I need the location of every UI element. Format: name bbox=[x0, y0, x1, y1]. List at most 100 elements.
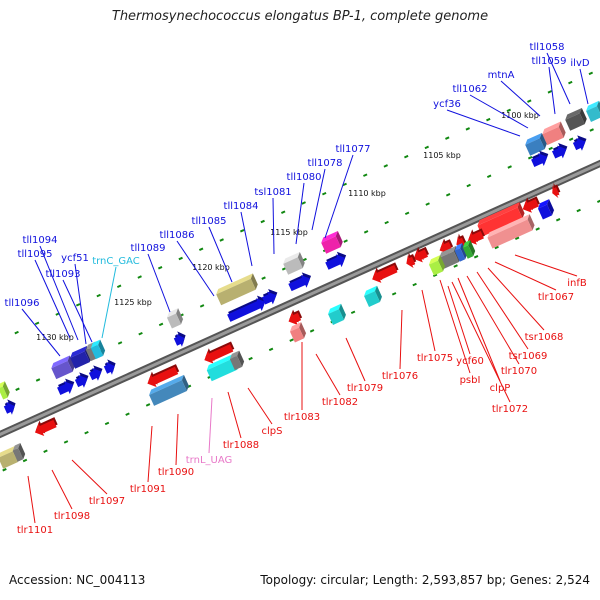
forward-gene-label: tll1094 bbox=[23, 235, 58, 246]
tick-row-forward bbox=[117, 341, 123, 345]
tick-row-reverse bbox=[104, 421, 110, 426]
tick-row-outer-forward bbox=[322, 191, 327, 196]
forward-gene-arrow bbox=[572, 135, 587, 151]
forward-gene-label: tll1095 bbox=[18, 249, 53, 260]
tick-row-forward bbox=[527, 156, 533, 160]
forward-gene-label: tll1077 bbox=[336, 144, 371, 155]
gene-block bbox=[0, 381, 10, 400]
tick-row-reverse bbox=[412, 282, 417, 287]
forward-label-leader bbox=[324, 154, 354, 239]
tick-row-reverse bbox=[289, 338, 294, 342]
tick-row-reverse bbox=[125, 412, 130, 416]
reverse-label-leader bbox=[476, 271, 529, 350]
tick-row-reverse bbox=[535, 227, 540, 231]
reverse-label-leader bbox=[451, 281, 511, 403]
forward-gene-arrow bbox=[288, 272, 312, 292]
tick-row-outer-forward bbox=[116, 284, 122, 289]
tick-row-outer-forward bbox=[301, 201, 306, 205]
tick-row-reverse bbox=[473, 255, 479, 259]
reverse-label-leader bbox=[208, 397, 213, 454]
reverse-label-leader bbox=[494, 261, 557, 291]
forward-label-leader bbox=[74, 263, 87, 345]
tick-row-outer-forward bbox=[568, 80, 573, 85]
forward-label-leader bbox=[176, 240, 215, 297]
forward-gene-label: tll1096 bbox=[5, 298, 40, 309]
tick-row-reverse bbox=[63, 440, 69, 444]
reverse-gene-label: tlr1101 bbox=[17, 525, 53, 536]
tick-row-forward bbox=[404, 211, 410, 216]
gene-block bbox=[477, 202, 525, 237]
forward-gene-label: tll1085 bbox=[192, 216, 227, 227]
reverse-label-leader bbox=[315, 353, 341, 396]
reverse-gene-arrow bbox=[522, 196, 540, 213]
tick-row-reverse bbox=[248, 356, 253, 361]
forward-gene-arrow bbox=[103, 359, 116, 375]
reverse-label-leader bbox=[487, 267, 545, 331]
tick-row-reverse bbox=[350, 310, 356, 315]
tick-row-outer-forward bbox=[404, 154, 409, 159]
reverse-label-leader bbox=[175, 413, 179, 466]
tick-row-forward bbox=[158, 322, 164, 327]
forward-gene-label: tsl1081 bbox=[254, 187, 291, 198]
tick-row-outer-forward bbox=[75, 303, 81, 307]
gene-block bbox=[321, 230, 343, 254]
forward-label-leader bbox=[579, 68, 589, 105]
reverse-gene-label: tsr1069 bbox=[509, 351, 548, 362]
reverse-gene-label: tlr1072 bbox=[492, 404, 528, 415]
gene-block bbox=[289, 322, 307, 343]
tick-row-reverse bbox=[494, 245, 499, 250]
reverse-gene-label: clpP bbox=[490, 383, 511, 394]
tick-row-reverse bbox=[596, 199, 600, 203]
reverse-label-leader bbox=[147, 425, 153, 483]
forward-gene-label: tll1059 bbox=[532, 56, 567, 67]
gene-block bbox=[216, 273, 258, 306]
forward-gene-arrow bbox=[325, 251, 347, 270]
tick-row-reverse bbox=[453, 264, 458, 268]
forward-label-leader bbox=[39, 245, 79, 341]
tick-row-reverse bbox=[391, 292, 397, 296]
tick-row-outer-forward bbox=[178, 256, 183, 261]
tick-row-outer-forward bbox=[14, 330, 19, 335]
forward-gene-label: tll1084 bbox=[224, 201, 259, 212]
forward-gene-label: ycf36 bbox=[433, 99, 461, 110]
tick-row-reverse bbox=[514, 236, 520, 240]
tick-row-outer-forward bbox=[506, 108, 512, 113]
tick-row-outer-forward bbox=[383, 164, 388, 168]
reverse-gene-arrow bbox=[147, 364, 180, 388]
scale-label: 1105 kbp bbox=[423, 151, 461, 160]
tick-row-forward bbox=[507, 165, 512, 169]
reverse-gene-label: tlr1098 bbox=[54, 511, 90, 522]
tick-row-outer-forward bbox=[137, 275, 142, 279]
reverse-gene-label: tlr1090 bbox=[158, 467, 194, 478]
forward-gene-arrow bbox=[227, 295, 267, 322]
forward-gene-label: ilvD bbox=[570, 58, 589, 69]
forward-label-leader bbox=[311, 168, 326, 231]
tick-row-forward bbox=[568, 137, 574, 141]
forward-gene-arrow bbox=[74, 372, 89, 388]
tick-row-forward bbox=[445, 193, 451, 197]
scale-label: 1100 kbp bbox=[501, 111, 539, 120]
reverse-label-leader bbox=[421, 289, 436, 352]
trna-block bbox=[90, 339, 106, 360]
reverse-gene-label: tlr1067 bbox=[538, 292, 574, 303]
tick-row-outer-forward bbox=[96, 293, 101, 298]
forward-gene-label: ycf51 bbox=[61, 253, 89, 264]
tick-row-reverse bbox=[309, 329, 315, 333]
reverse-label-leader bbox=[514, 254, 578, 277]
reverse-gene-label: tlr1082 bbox=[322, 397, 358, 408]
gene-block bbox=[166, 308, 184, 329]
reverse-gene-label: tlr1091 bbox=[130, 484, 166, 495]
tick-row-reverse bbox=[43, 449, 48, 453]
tick-row-forward bbox=[138, 331, 143, 336]
tick-row-forward bbox=[15, 387, 20, 391]
forward-gene-arrow bbox=[57, 378, 75, 395]
reverse-gene-label: tsr1068 bbox=[525, 332, 564, 343]
tick-row-forward bbox=[466, 183, 471, 188]
tick-row-forward bbox=[548, 146, 553, 151]
scale-label: 1130 kbp bbox=[36, 333, 74, 342]
tick-row-outer-forward bbox=[547, 90, 553, 94]
gene-block bbox=[283, 251, 305, 275]
tick-row-outer-forward bbox=[239, 228, 245, 233]
gene-block bbox=[12, 443, 26, 462]
